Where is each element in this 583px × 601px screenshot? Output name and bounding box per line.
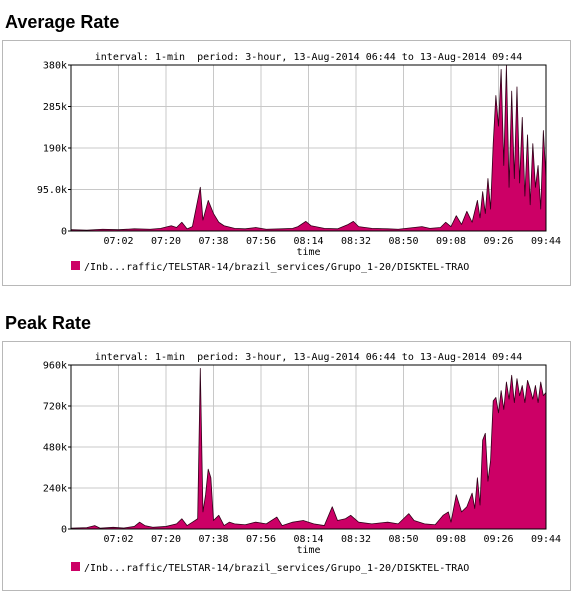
- peak-rate-title: Peak Rate: [5, 313, 92, 333]
- x-tick-label: 07:20: [151, 534, 181, 545]
- y-tick-label: 0: [61, 525, 67, 536]
- legend-label: /Inb...raffic/TELSTAR-14/brazil_services…: [84, 262, 469, 273]
- y-tick-label: 380k: [43, 61, 67, 72]
- x-tick-label: 09:44: [531, 236, 561, 247]
- x-tick-label: 08:14: [293, 534, 323, 545]
- grid: [71, 64, 547, 232]
- average-rate-panel: interval: 1-min period: 3-hour, 13-Aug-2…: [2, 40, 571, 286]
- x-tick-label: 08:50: [388, 534, 418, 545]
- x-axis-label: time: [296, 247, 320, 258]
- x-tick-label: 09:26: [483, 236, 513, 247]
- y-tick-label: 95.0k: [37, 185, 67, 196]
- x-tick-label: 07:02: [103, 236, 133, 247]
- y-tick-label: 720k: [43, 402, 67, 413]
- x-tick-label: 08:14: [293, 236, 323, 247]
- y-tick-label: 960k: [43, 361, 67, 372]
- average-rate-chart: interval: 1-min period: 3-hour, 13-Aug-2…: [37, 52, 561, 273]
- chart-subtitle: interval: 1-min period: 3-hour, 13-Aug-2…: [95, 52, 522, 63]
- legend-swatch: [71, 562, 80, 571]
- x-tick-label: 07:02: [103, 534, 133, 545]
- x-tick-label: 07:56: [246, 236, 276, 247]
- x-tick-label: 07:38: [198, 236, 228, 247]
- average-rate-title: Average Rate: [5, 12, 120, 32]
- x-axis-label: time: [296, 545, 320, 556]
- y-tick-label: 480k: [43, 443, 67, 454]
- x-tick-label: 07:38: [198, 534, 228, 545]
- x-tick-label: 08:32: [341, 236, 371, 247]
- peak-rate-chart: interval: 1-min period: 3-hour, 13-Aug-2…: [43, 352, 561, 574]
- x-tick-label: 07:56: [246, 534, 276, 545]
- x-tick-label: 08:50: [388, 236, 418, 247]
- legend-label: /Inb...raffic/TELSTAR-14/brazil_services…: [84, 563, 469, 574]
- peak-rate-panel: interval: 1-min period: 3-hour, 13-Aug-2…: [2, 341, 571, 591]
- y-tick-label: 285k: [43, 102, 67, 113]
- y-tick-label: 0: [61, 227, 67, 238]
- series-area-0: [70, 64, 547, 232]
- x-tick-label: 08:32: [341, 534, 371, 545]
- legend-swatch: [71, 261, 80, 270]
- y-tick-label: 240k: [43, 484, 67, 495]
- chart-subtitle: interval: 1-min period: 3-hour, 13-Aug-2…: [95, 352, 522, 363]
- x-tick-label: 07:20: [151, 236, 181, 247]
- series-area-0: [70, 368, 547, 530]
- y-tick-label: 190k: [43, 144, 67, 155]
- x-tick-label: 09:08: [436, 534, 466, 545]
- x-tick-label: 09:44: [531, 534, 561, 545]
- x-tick-label: 09:08: [436, 236, 466, 247]
- x-tick-label: 09:26: [483, 534, 513, 545]
